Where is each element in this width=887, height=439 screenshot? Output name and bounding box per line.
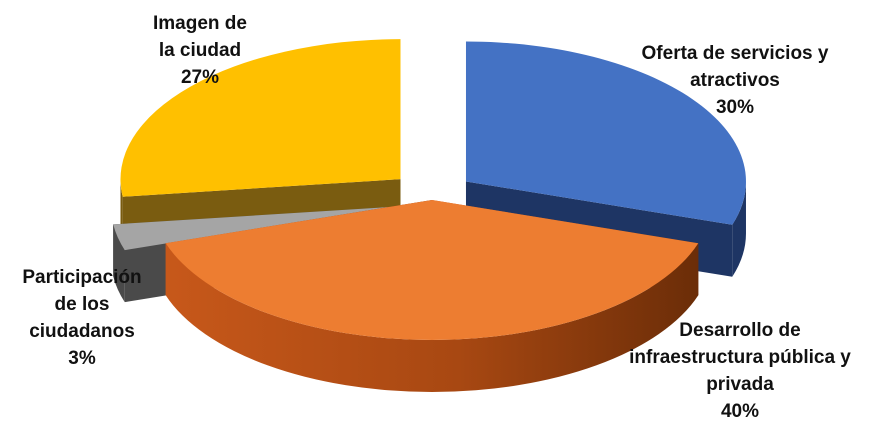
slice-3-top [120, 39, 401, 197]
slice-label-desarrollo-line-3: privada [706, 374, 774, 395]
slice-value-participacion: 3% [68, 348, 96, 369]
slice-label-oferta-line-1: Oferta de servicios y [641, 43, 829, 64]
slice-1-side [165, 243, 699, 392]
slice-2-top [113, 206, 392, 251]
slice-label-desarrollo: Desarrollo de infraestructura pública y … [600, 317, 880, 425]
slice-value-oferta: 30% [715, 97, 755, 118]
slice-0-side [732, 181, 746, 277]
slice-label-oferta-line-2: atractivos [690, 70, 780, 91]
slice-label-desarrollo-line-2: infraestructura pública y [629, 347, 851, 368]
slice-label-participacion-line-1: Participación [22, 267, 142, 288]
slice-1 [165, 200, 699, 392]
slice-label-participacion-line-3: ciudadanos [29, 321, 135, 342]
slice-label-imagen: Imagen de la ciudad 27% [120, 10, 280, 91]
slice-1-top [165, 200, 699, 340]
slice-label-imagen-line-1: Imagen de [153, 13, 247, 34]
slice-label-imagen-line-2: la ciudad [158, 40, 242, 61]
pie-slices [113, 39, 746, 392]
slice-label-desarrollo-line-1: Desarrollo de [679, 320, 801, 341]
slice-value-desarrollo: 40% [720, 401, 760, 422]
slice-label-participacion-line-2: de los [54, 294, 110, 315]
slice-label-oferta: Oferta de servicios y atractivos 30% [610, 40, 860, 121]
slice-value-imagen: 27% [180, 67, 220, 88]
slice-label-participacion: Participación de los ciudadanos 3% [2, 264, 162, 372]
slice-0-top [465, 41, 746, 225]
slice-2-side [113, 224, 125, 303]
